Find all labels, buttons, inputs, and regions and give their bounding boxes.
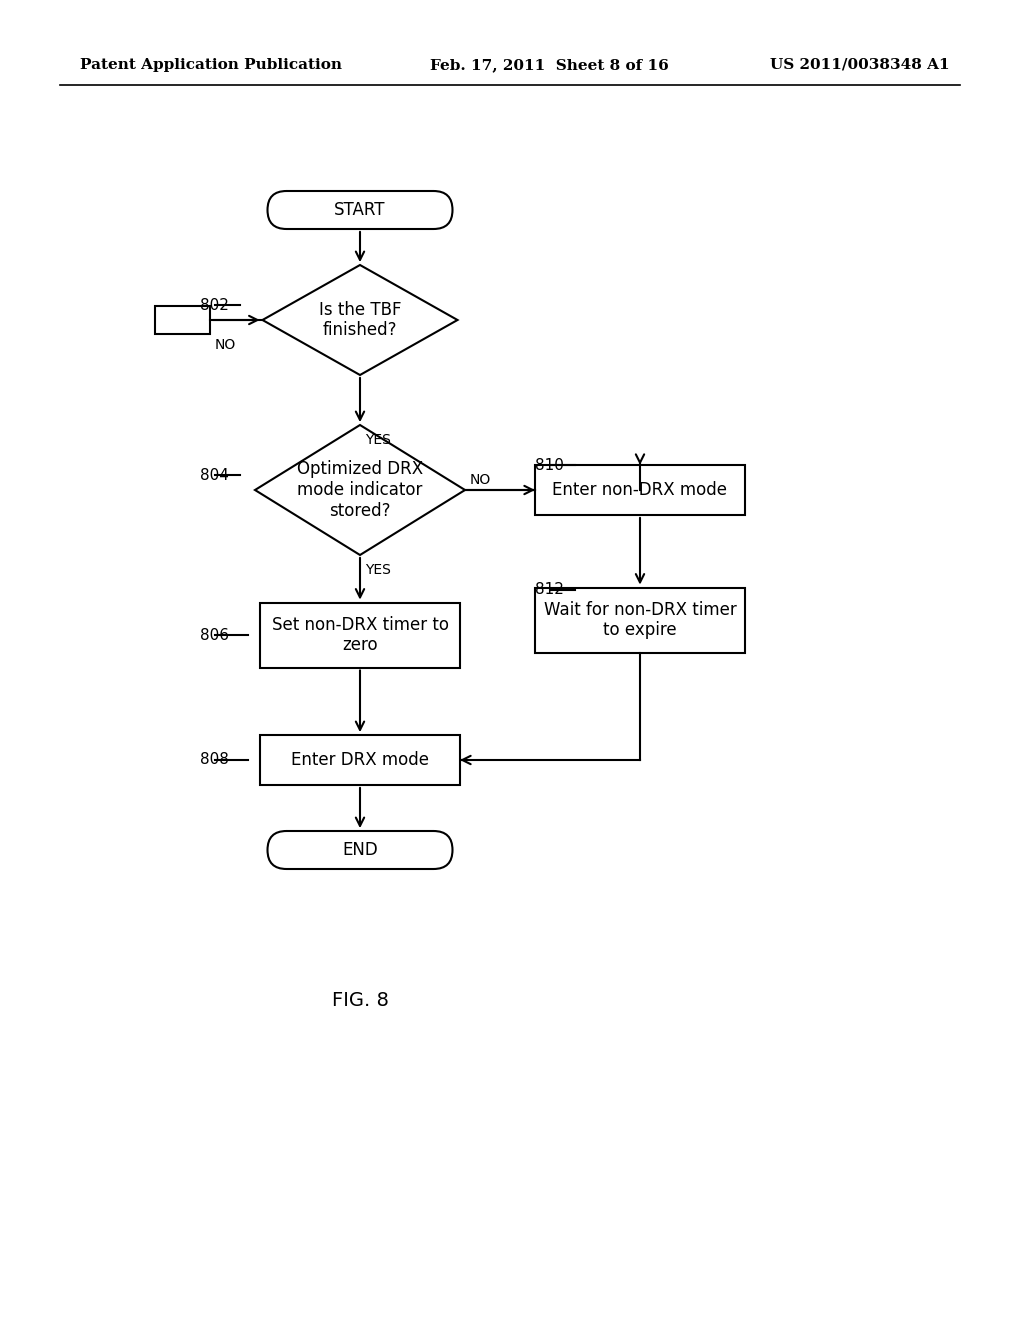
Bar: [535, 587, 745, 652]
Bar: [155, 306, 210, 334]
Text: START: START: [334, 201, 386, 219]
Text: YES: YES: [365, 433, 391, 447]
Text: Feb. 17, 2011  Sheet 8 of 16: Feb. 17, 2011 Sheet 8 of 16: [430, 58, 669, 73]
Polygon shape: [255, 425, 465, 554]
FancyBboxPatch shape: [267, 832, 453, 869]
Text: Wait for non-DRX timer
to expire: Wait for non-DRX timer to expire: [544, 601, 736, 639]
Text: Optimized DRX
mode indicator
stored?: Optimized DRX mode indicator stored?: [297, 461, 423, 520]
Text: 804: 804: [200, 467, 229, 483]
Text: 810: 810: [535, 458, 564, 473]
Text: 802: 802: [200, 297, 229, 313]
Polygon shape: [262, 265, 458, 375]
Text: Patent Application Publication: Patent Application Publication: [80, 58, 342, 73]
Text: NO: NO: [215, 338, 237, 352]
Text: FIG. 8: FIG. 8: [332, 990, 388, 1010]
Text: Enter non-DRX mode: Enter non-DRX mode: [553, 480, 727, 499]
Text: Enter DRX mode: Enter DRX mode: [291, 751, 429, 770]
Text: Set non-DRX timer to
zero: Set non-DRX timer to zero: [271, 615, 449, 655]
Text: 808: 808: [200, 752, 229, 767]
Text: US 2011/0038348 A1: US 2011/0038348 A1: [770, 58, 950, 73]
Bar: [260, 602, 460, 668]
Text: 812: 812: [535, 582, 564, 598]
Text: YES: YES: [365, 564, 391, 577]
FancyBboxPatch shape: [267, 191, 453, 228]
Text: 806: 806: [200, 627, 229, 643]
Bar: [260, 735, 460, 785]
Text: NO: NO: [470, 473, 492, 487]
Bar: [535, 465, 745, 515]
Text: Is the TBF
finished?: Is the TBF finished?: [318, 301, 401, 339]
Text: END: END: [342, 841, 378, 859]
